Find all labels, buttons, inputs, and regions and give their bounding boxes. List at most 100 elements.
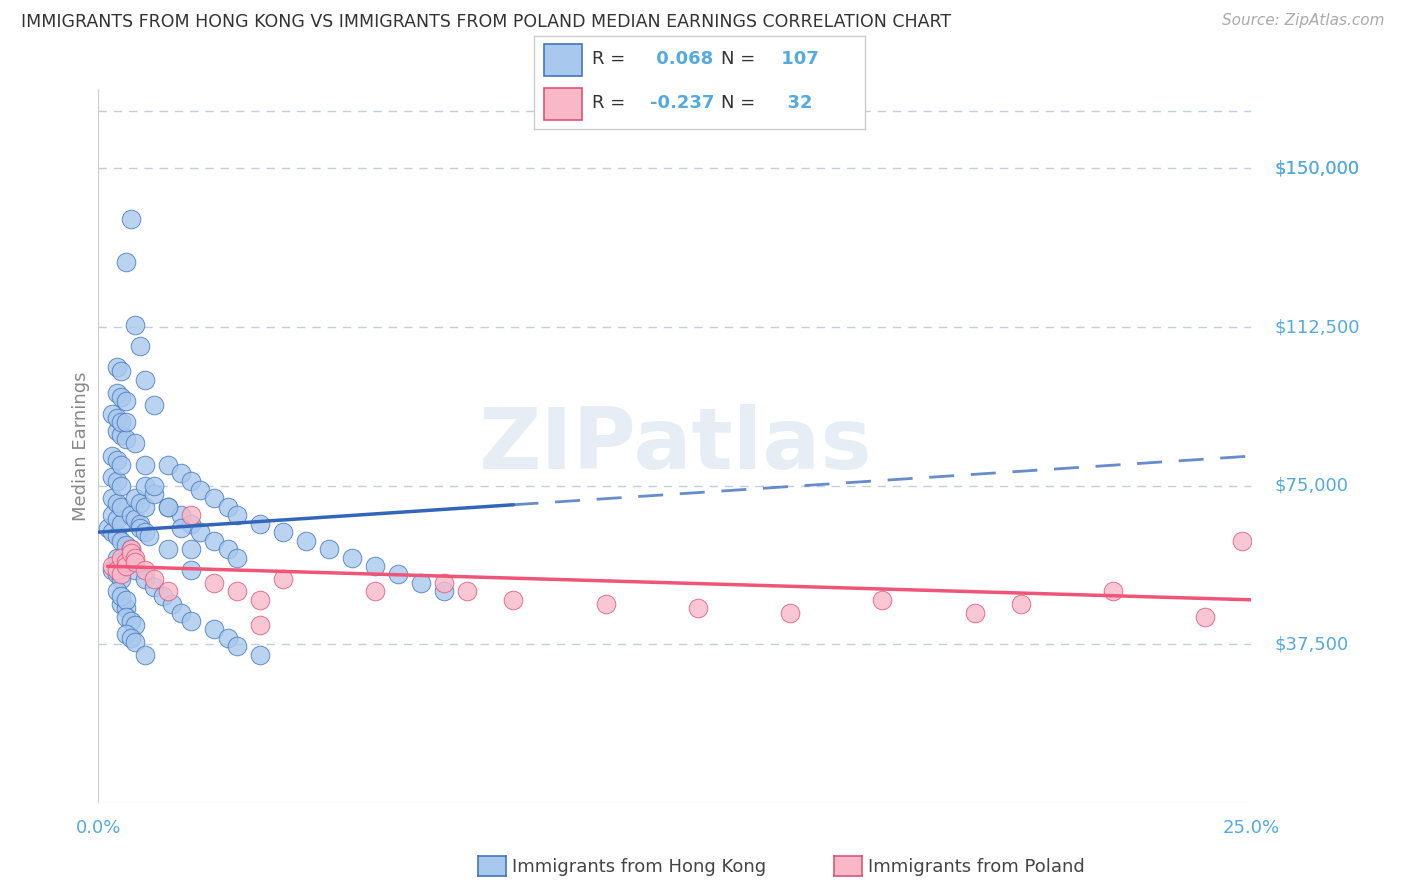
Point bbox=[318, 542, 340, 557]
Point bbox=[271, 525, 294, 540]
Point bbox=[110, 516, 132, 531]
Point bbox=[134, 373, 156, 387]
Point bbox=[120, 542, 142, 557]
Point bbox=[142, 572, 165, 586]
Point bbox=[120, 542, 142, 557]
Point bbox=[156, 458, 179, 472]
Point bbox=[115, 254, 138, 268]
Text: $75,000: $75,000 bbox=[1274, 476, 1348, 495]
Text: $150,000: $150,000 bbox=[1274, 160, 1360, 178]
Point bbox=[101, 525, 124, 540]
Point bbox=[110, 415, 132, 429]
Point bbox=[170, 606, 193, 620]
Point bbox=[105, 411, 128, 425]
Point bbox=[1102, 584, 1125, 599]
Point bbox=[1194, 609, 1216, 624]
Point bbox=[1230, 533, 1253, 548]
Point bbox=[202, 575, 225, 590]
Point bbox=[101, 407, 124, 421]
Point bbox=[124, 318, 146, 332]
Point bbox=[105, 529, 128, 543]
Point bbox=[217, 631, 239, 645]
Point bbox=[105, 550, 128, 565]
Point bbox=[433, 575, 456, 590]
Point bbox=[202, 623, 225, 637]
Point bbox=[110, 550, 132, 565]
Point bbox=[115, 601, 138, 615]
Point bbox=[110, 597, 132, 611]
Point bbox=[115, 394, 138, 409]
Point bbox=[124, 563, 146, 577]
Point bbox=[97, 521, 120, 535]
Point bbox=[115, 555, 138, 569]
Point bbox=[134, 500, 156, 514]
Point bbox=[433, 584, 456, 599]
Point bbox=[101, 508, 124, 523]
Point bbox=[101, 559, 124, 574]
Point bbox=[152, 589, 174, 603]
Point bbox=[115, 415, 138, 429]
Point bbox=[249, 648, 271, 662]
Point bbox=[156, 500, 179, 514]
Point bbox=[124, 491, 146, 506]
Point bbox=[120, 212, 142, 227]
Point bbox=[120, 546, 142, 560]
Point bbox=[115, 432, 138, 446]
Point bbox=[387, 567, 409, 582]
Point bbox=[101, 449, 124, 463]
Point bbox=[110, 478, 132, 492]
Point bbox=[129, 521, 152, 535]
Point bbox=[110, 364, 132, 378]
Point bbox=[225, 640, 247, 654]
Text: $150,000: $150,000 bbox=[1274, 160, 1360, 178]
Point bbox=[134, 478, 156, 492]
Point bbox=[124, 512, 146, 526]
Point bbox=[686, 601, 709, 615]
Point bbox=[105, 584, 128, 599]
Text: Immigrants from Hong Kong: Immigrants from Hong Kong bbox=[512, 858, 766, 876]
Text: -0.237: -0.237 bbox=[650, 95, 714, 112]
Point bbox=[180, 508, 202, 523]
Point bbox=[217, 500, 239, 514]
Point bbox=[180, 614, 202, 628]
Text: 32: 32 bbox=[776, 95, 813, 112]
Point bbox=[225, 508, 247, 523]
Point bbox=[156, 500, 179, 514]
Point bbox=[963, 606, 986, 620]
Y-axis label: Median Earnings: Median Earnings bbox=[72, 371, 90, 521]
FancyBboxPatch shape bbox=[544, 88, 582, 120]
Point bbox=[170, 466, 193, 480]
Point bbox=[249, 592, 271, 607]
Point bbox=[115, 538, 138, 552]
Point bbox=[124, 618, 146, 632]
Point bbox=[105, 495, 128, 509]
Point bbox=[105, 424, 128, 438]
Point bbox=[180, 516, 202, 531]
Point bbox=[142, 478, 165, 492]
Point bbox=[110, 500, 132, 514]
Point bbox=[110, 567, 132, 582]
Point bbox=[124, 635, 146, 649]
Point bbox=[364, 559, 387, 574]
Point bbox=[105, 567, 128, 582]
Point bbox=[156, 584, 179, 599]
Point bbox=[225, 550, 247, 565]
FancyBboxPatch shape bbox=[544, 44, 582, 76]
Point bbox=[872, 592, 894, 607]
Point bbox=[142, 487, 165, 501]
Point bbox=[188, 525, 211, 540]
Point bbox=[110, 555, 132, 569]
Text: IMMIGRANTS FROM HONG KONG VS IMMIGRANTS FROM POLAND MEDIAN EARNINGS CORRELATION : IMMIGRANTS FROM HONG KONG VS IMMIGRANTS … bbox=[21, 13, 952, 31]
Point bbox=[120, 614, 142, 628]
Text: Immigrants from Poland: Immigrants from Poland bbox=[868, 858, 1084, 876]
Point bbox=[134, 525, 156, 540]
Point bbox=[105, 512, 128, 526]
Point bbox=[202, 491, 225, 506]
Point bbox=[101, 491, 124, 506]
Point bbox=[115, 609, 138, 624]
Point bbox=[188, 483, 211, 497]
Point bbox=[124, 550, 146, 565]
Point bbox=[124, 555, 146, 569]
Point bbox=[340, 550, 363, 565]
Point bbox=[364, 584, 387, 599]
